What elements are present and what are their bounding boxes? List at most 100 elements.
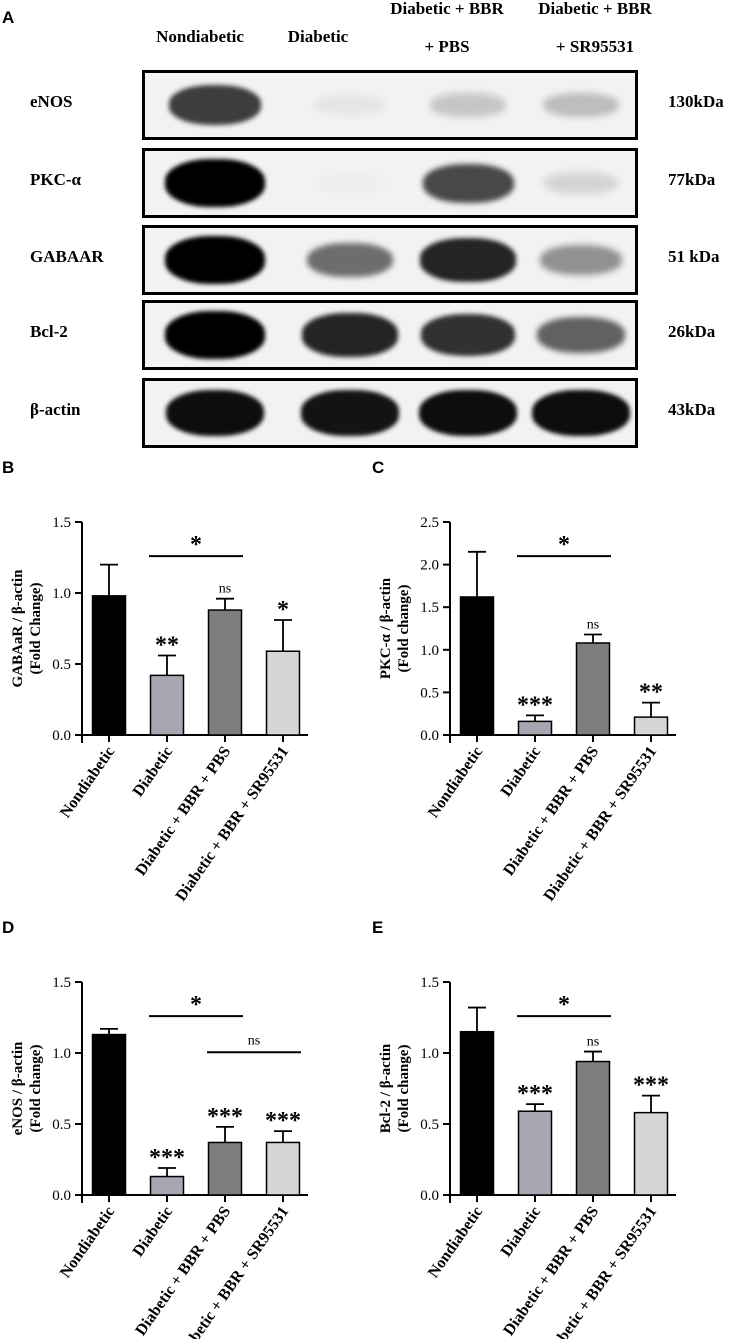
y-axis-label: (Fold change) — [396, 1045, 412, 1133]
bar — [517, 720, 553, 736]
x-tick-label: Diabetic — [130, 744, 177, 800]
x-tick-label: Diabetic + BBR + SR95531 — [173, 744, 293, 905]
blot-column-header: Diabetic + BBR + SR95531 — [538, 0, 652, 56]
y-tick-label: 1.0 — [420, 643, 439, 659]
bar — [265, 650, 301, 736]
x-tick-label: Nondiabetic — [425, 1204, 486, 1281]
bar — [265, 1141, 301, 1196]
y-tick-label: 0.0 — [52, 728, 71, 744]
x-tick-label: Diabetic — [130, 1204, 177, 1260]
y-tick-label: 1.5 — [420, 975, 439, 991]
x-tick-label: Diabetic — [498, 1204, 545, 1260]
panel-letter-a: A — [2, 8, 15, 27]
chart-panel-e: 0.0 0.5 1.0 1.5 Bcl-2 / β-actin (Fold change)… — [378, 975, 676, 1339]
y-axis-label: eNOS / β-actin — [10, 1041, 26, 1135]
blot-protein-label: eNOS — [30, 92, 73, 111]
blot-band — [314, 95, 386, 115]
y-axis-label: PKC-α / β-actin — [378, 577, 394, 679]
y-axis-label: Bcl-2 / β-actin — [378, 1043, 394, 1133]
blot-protein-label: PKC-α — [30, 170, 82, 189]
blot-band — [418, 389, 518, 437]
blot-strip — [142, 300, 638, 370]
blot-band — [421, 314, 515, 356]
y-axis-label: (Fold change) — [396, 585, 412, 673]
blot-band — [544, 172, 618, 194]
chart-panel-d: 0.0 0.5 1.0 1.5 eNOS / β-actin (Fold change) N… — [10, 975, 308, 1339]
blot-strip — [142, 148, 638, 218]
panel-letter-e: E — [372, 918, 384, 937]
bar — [575, 642, 611, 736]
significance-bracket-label: * — [558, 532, 570, 558]
significance-label: *** — [207, 1104, 243, 1130]
bar — [91, 1033, 127, 1196]
y-tick-label: 0.0 — [52, 1188, 71, 1204]
y-axis-label: (Fold Change) — [28, 582, 44, 674]
bar — [575, 1060, 611, 1196]
blot-band — [165, 311, 265, 359]
significance-label: *** — [149, 1145, 185, 1171]
blot-size-label: 77kDa — [668, 170, 716, 189]
y-tick-label: 0.5 — [420, 685, 439, 701]
blot-size-label: 43kDa — [668, 400, 716, 419]
x-tick-label: Nondiabetic — [57, 744, 118, 821]
significance-bracket-label: * — [558, 992, 570, 1018]
x-tick-label: Nondiabetic — [57, 1204, 118, 1281]
blot-band — [531, 389, 631, 437]
y-tick-label: 1.5 — [52, 975, 71, 991]
bar — [459, 1030, 495, 1196]
y-tick-label: 0.5 — [420, 1117, 439, 1133]
blot-band — [165, 236, 265, 284]
blot-column-header: Diabetic + BBR + PBS — [390, 0, 504, 56]
blot-protein-label: β-actin — [30, 400, 81, 419]
significance-label: *** — [517, 1081, 553, 1107]
significance-bracket-label: * — [190, 992, 202, 1018]
bar — [91, 595, 127, 736]
blot-size-label: 51 kDa — [668, 247, 720, 266]
blot-protein-label: Bcl-2 — [30, 322, 68, 341]
y-tick-label: 1.5 — [420, 600, 439, 616]
blot-band — [422, 163, 514, 203]
x-tick-label: Diabetic + BBR + SR95531 — [541, 744, 661, 905]
x-tick-label: Diabetic — [498, 744, 545, 800]
chart-panel-b: 0.0 0.5 1.0 1.5 GABAaR / β-actin (Fold Change… — [10, 515, 308, 905]
blot-band — [301, 390, 399, 436]
y-axis-label: GABAaR / β-actin — [10, 569, 26, 688]
y-tick-label: 0.5 — [52, 657, 71, 673]
panel-letter-b: B — [2, 458, 15, 477]
y-axis-label: (Fold change) — [28, 1045, 44, 1133]
blot-column-header: Nondiabetic — [156, 27, 244, 46]
significance-label: * — [277, 597, 289, 623]
blot-band — [302, 313, 398, 357]
blot-band — [542, 92, 620, 118]
blot-band — [168, 84, 262, 126]
y-tick-label: 0.5 — [52, 1117, 71, 1133]
blot-band — [165, 159, 265, 207]
bar — [207, 1141, 243, 1196]
significance-bracket-label: * — [190, 532, 202, 558]
y-tick-label: 1.0 — [52, 1046, 71, 1062]
significance-label: ns — [587, 617, 599, 632]
significance-bracket-label: ns — [248, 1033, 260, 1048]
blot-column-header: Diabetic — [287, 27, 349, 46]
significance-label: ns — [587, 1035, 599, 1050]
bar — [633, 1111, 669, 1196]
y-tick-label: 1.0 — [420, 1046, 439, 1062]
blot-band — [430, 93, 506, 117]
blot-band — [420, 238, 516, 282]
bar — [207, 609, 243, 736]
blot-strip — [142, 70, 638, 140]
blot-band — [537, 317, 625, 353]
blot-size-label: 26kDa — [668, 322, 716, 341]
significance-label: *** — [517, 692, 553, 718]
bar — [459, 596, 495, 736]
y-tick-label: 0.0 — [420, 1188, 439, 1204]
y-tick-label: 1.0 — [52, 586, 71, 602]
y-tick-label: 0.0 — [420, 728, 439, 744]
chart-panel-c: 0.0 0.5 1.0 1.5 2.0 2.5 PKC-α / β-actin (Fold c… — [378, 515, 676, 905]
bar — [517, 1110, 553, 1196]
x-tick-label: Nondiabetic — [425, 744, 486, 821]
panel-letter-c: C — [372, 458, 385, 477]
significance-label: *** — [633, 1073, 669, 1099]
y-tick-label: 2.5 — [420, 515, 439, 531]
y-tick-label: 2.0 — [420, 558, 439, 574]
